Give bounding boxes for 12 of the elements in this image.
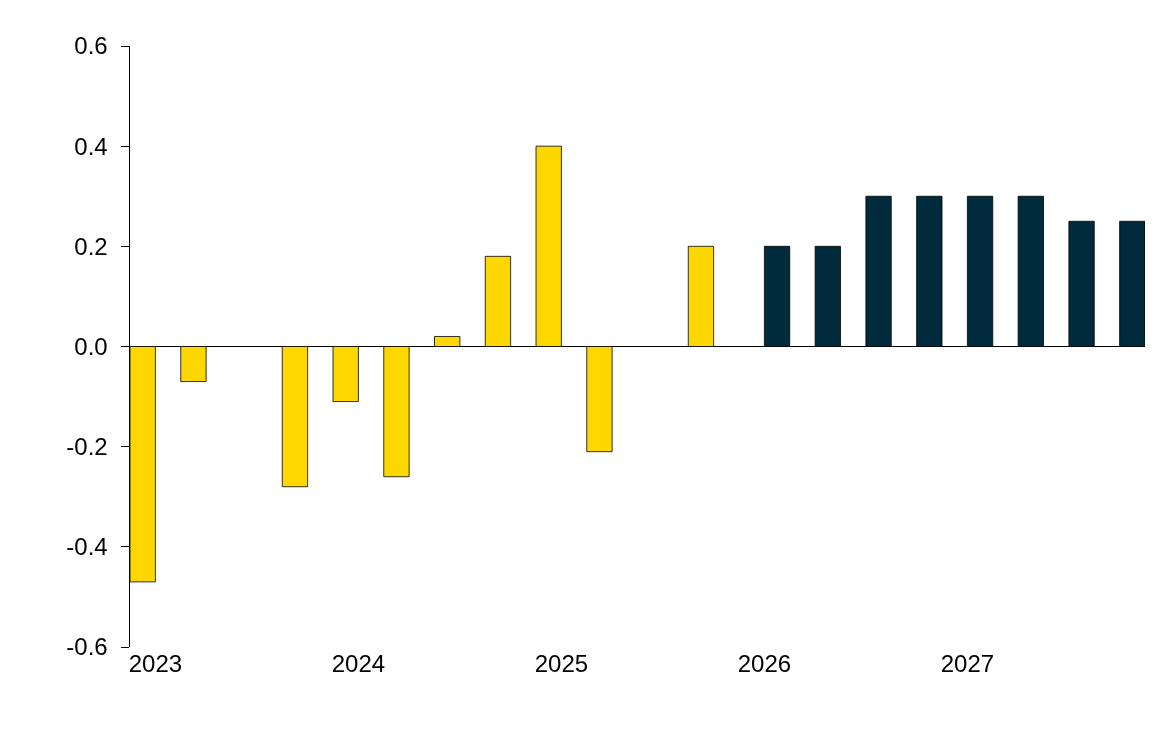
y-tick-label: 0.2 xyxy=(74,232,108,260)
y-tick-label: -0.2 xyxy=(66,433,108,461)
x-tick-label: 2026 xyxy=(737,650,792,677)
y-tick-label: 0.6 xyxy=(74,32,108,60)
y-tick-label: 0.4 xyxy=(74,132,108,160)
x-tick-label: 2024 xyxy=(331,650,386,677)
x-tick-label: 2027 xyxy=(940,650,995,677)
y-tick-label: 0.0 xyxy=(74,332,108,360)
x-tick-label: 2025 xyxy=(534,650,589,677)
x-tick-label: 2023 xyxy=(128,650,183,677)
y-tick-label: -0.4 xyxy=(66,533,108,561)
y-tick-label: -0.6 xyxy=(66,633,108,661)
